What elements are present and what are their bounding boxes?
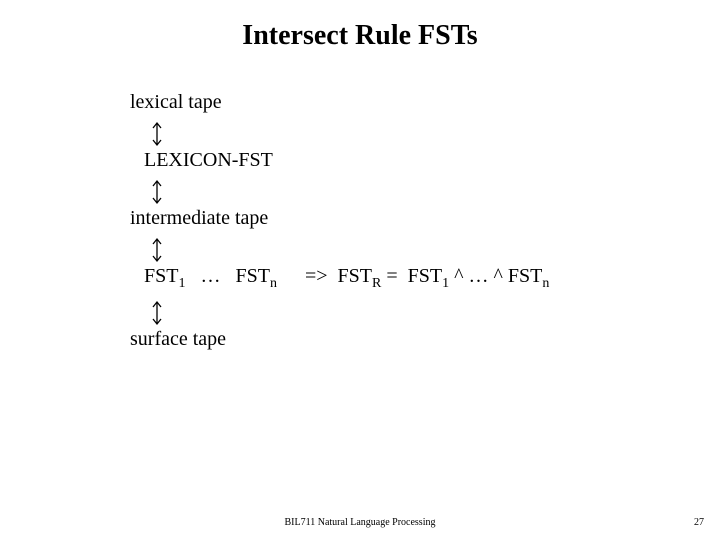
footer-page-number: 27 (694, 517, 704, 528)
footer-course: BIL711 Natural Language Processing (0, 517, 720, 528)
slide-title: Intersect Rule FSTs (0, 20, 720, 52)
fst-list: FST1 … FSTn (130, 264, 277, 293)
fst-ellipsis: … (200, 265, 220, 287)
caret: ^ (454, 265, 463, 287)
fst-base: FST (338, 265, 372, 287)
fst-sub-n: n (542, 276, 549, 291)
double-arrow-icon (150, 178, 164, 206)
arrow-fst-to-surface (130, 299, 549, 327)
fst-sub-R: R (372, 276, 381, 291)
line-lexical-tape: lexical tape (130, 90, 549, 114)
arrow-lexicon-to-intermediate (130, 178, 549, 206)
line-lexicon-fst: LEXICON-FST (130, 148, 549, 172)
fst-base: FST (235, 265, 269, 287)
arrow-lexical-to-lexicon (130, 120, 549, 148)
double-arrow-icon (150, 299, 164, 327)
equals-sign: = (386, 265, 397, 287)
fst-base: FST (508, 265, 542, 287)
fst-base: FST (408, 265, 442, 287)
line-surface-tape: surface tape (130, 327, 549, 351)
slide-body: lexical tape LEXICON-FST intermediate ta… (130, 90, 549, 357)
fst-base: FST (144, 265, 178, 287)
fst-equation: => FSTR = FST1 ^ … ^ FSTn (277, 264, 549, 293)
double-arrow-icon (150, 120, 164, 148)
caret: ^ (493, 265, 502, 287)
fst-sub-1: 1 (178, 276, 185, 291)
fst-sub-n: n (270, 276, 277, 291)
fst-ellipsis: … (468, 265, 488, 287)
double-arrow-icon (150, 236, 164, 264)
arrow-intermediate-to-fst (130, 236, 549, 264)
line-intermediate-tape: intermediate tape (130, 206, 549, 230)
implies-arrow: => (305, 265, 328, 287)
fst-sub-1: 1 (442, 276, 449, 291)
line-fst-row: FST1 … FSTn => FSTR = FST1 ^ … ^ FSTn (130, 264, 549, 293)
